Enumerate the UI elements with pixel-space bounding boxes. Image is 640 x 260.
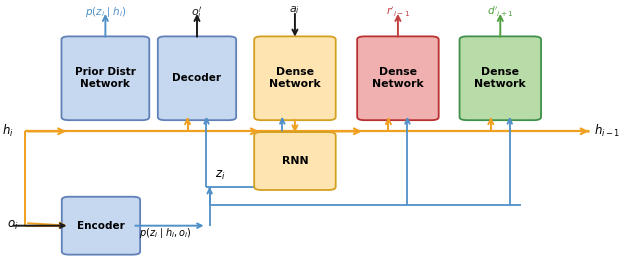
FancyBboxPatch shape: [158, 36, 236, 120]
FancyBboxPatch shape: [254, 132, 336, 190]
Text: $h_i$: $h_i$: [2, 123, 13, 139]
Text: Dense
Network: Dense Network: [269, 68, 321, 89]
FancyBboxPatch shape: [254, 36, 336, 120]
Text: $a_i$: $a_i$: [289, 5, 300, 16]
Text: $o_i'$: $o_i'$: [191, 5, 203, 21]
FancyBboxPatch shape: [357, 36, 438, 120]
FancyBboxPatch shape: [460, 36, 541, 120]
Text: Decoder: Decoder: [173, 73, 221, 83]
Text: $h_{i-1}$: $h_{i-1}$: [594, 123, 620, 139]
Text: $z_i$: $z_i$: [214, 169, 225, 182]
Text: Dense
Network: Dense Network: [372, 68, 424, 89]
Text: $p(z_i \mid h_i)$: $p(z_i \mid h_i)$: [84, 5, 126, 18]
Text: Encoder: Encoder: [77, 221, 125, 231]
Text: Prior Distr
Network: Prior Distr Network: [75, 68, 136, 89]
Text: $d'_{i+1}$: $d'_{i+1}$: [487, 5, 514, 19]
FancyBboxPatch shape: [62, 197, 140, 255]
Text: $p(z_i \mid h_i, o_i)$: $p(z_i \mid h_i, o_i)$: [139, 226, 191, 241]
Text: $o_i$: $o_i$: [8, 219, 19, 232]
Text: Dense
Network: Dense Network: [474, 68, 526, 89]
Text: RNN: RNN: [282, 156, 308, 166]
Text: $r'_{i-1}$: $r'_{i-1}$: [386, 5, 410, 19]
FancyBboxPatch shape: [61, 36, 149, 120]
